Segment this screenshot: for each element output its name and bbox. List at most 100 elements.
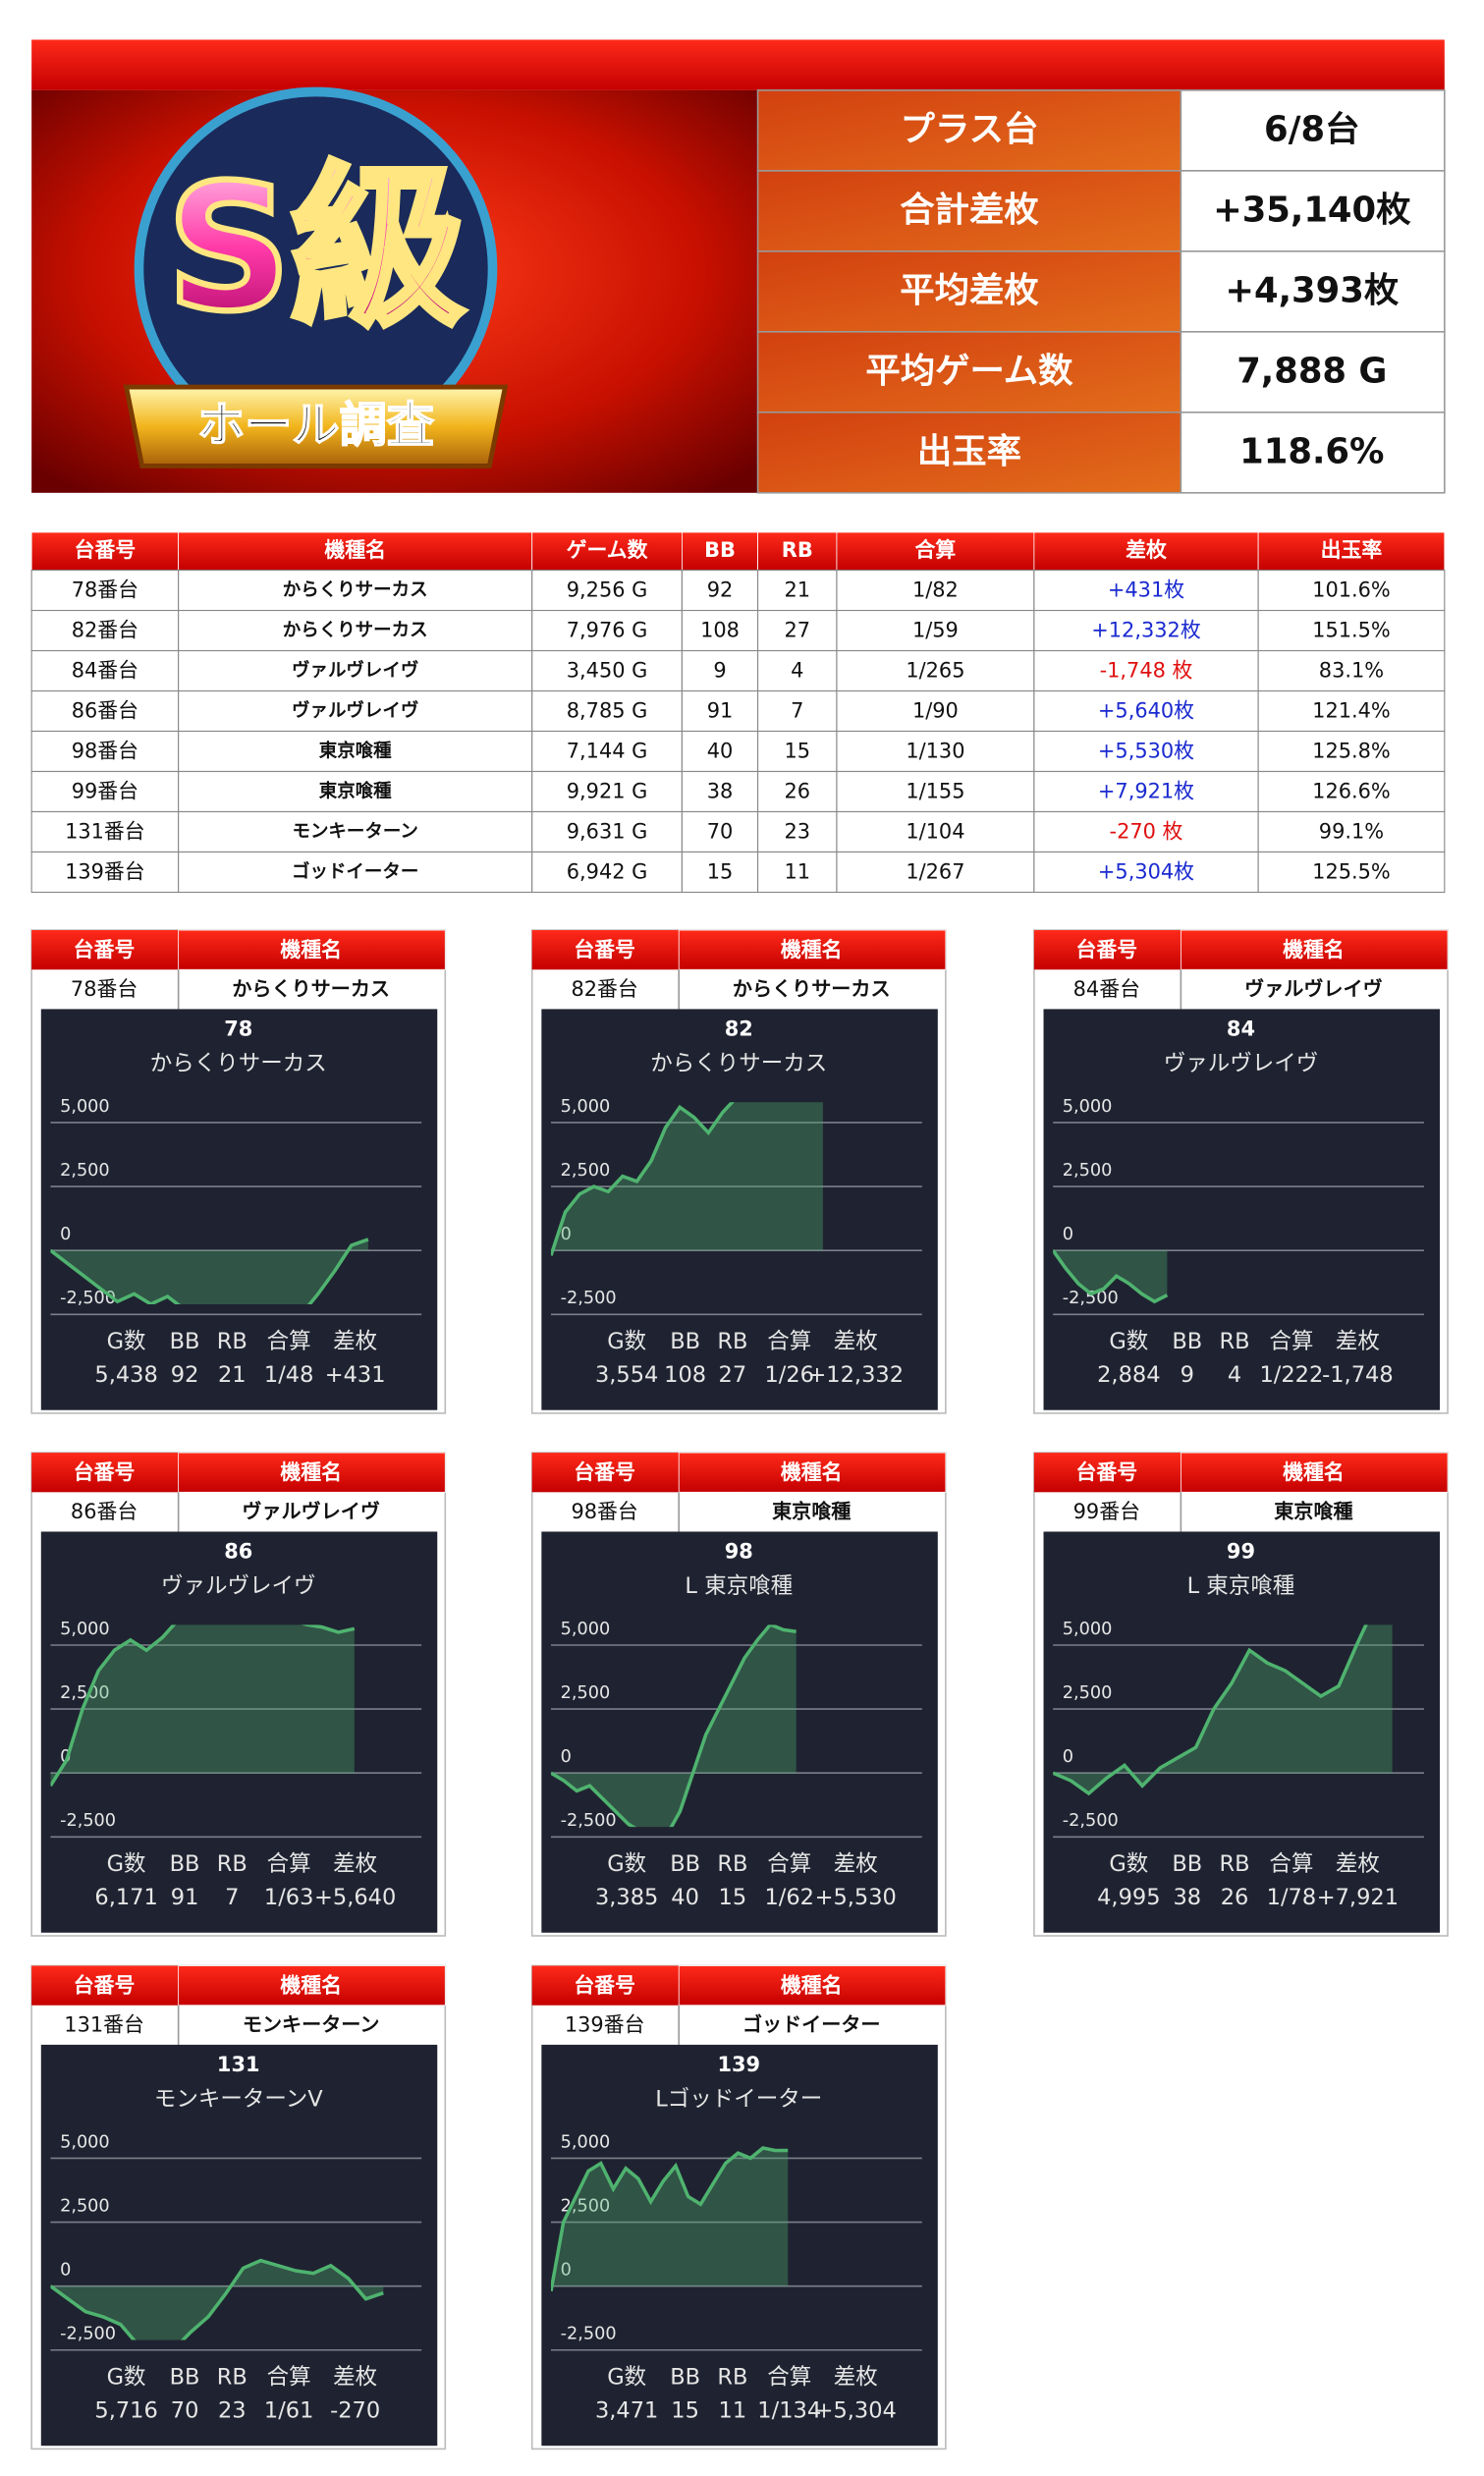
table-text: 1/104 (906, 819, 964, 843)
y-tick-label: 2,500 (561, 1683, 611, 1703)
table-text: 9,921 G (567, 779, 648, 802)
chart-bg (40, 2044, 438, 2447)
panel-id: 86番台 (71, 1500, 137, 1523)
table-text: 92 (707, 578, 734, 601)
stat-label: 差枚 (1336, 1851, 1380, 1877)
panel-model: 東京喰種 (1274, 1500, 1352, 1523)
stat-value: +431 (325, 1362, 386, 1388)
area (550, 1624, 797, 1828)
logo-ribbon (123, 384, 509, 468)
table-cell (1033, 770, 1259, 813)
chart-title: L 東京喰種 (685, 1573, 793, 1599)
panel-head: 台番号 (74, 1973, 136, 1997)
table-text: 99番台 (72, 779, 138, 802)
table-text: ゴッドイーター (292, 860, 418, 882)
stat-label: 合算 (267, 1329, 311, 1354)
table-text: 131番台 (65, 819, 145, 843)
panel-head-cell (531, 1965, 680, 2006)
plot (550, 1102, 823, 1256)
stat-value: 11 (719, 2397, 747, 2423)
panel-id: 131番台 (64, 2013, 144, 2037)
table-cell (836, 649, 1035, 692)
stat-value: +5,530 (815, 1885, 897, 1910)
panel-head-cell (178, 929, 446, 970)
stat-label: RB (717, 1329, 747, 1354)
panel-head: 台番号 (74, 938, 136, 962)
table-text: +431枚 (1108, 578, 1184, 601)
table-cell (1033, 609, 1259, 652)
summary-value: 6/8台 (1264, 110, 1359, 150)
table-text: 1/265 (906, 658, 964, 682)
stat-value: 1/62 (764, 1885, 814, 1910)
stat-label: RB (217, 2365, 247, 2391)
table-cell (531, 810, 683, 853)
line (50, 1238, 369, 1305)
table-text: 7,976 G (567, 618, 648, 641)
y-tick-label: -2,500 (60, 1811, 116, 1831)
panel-head: 機種名 (781, 1460, 843, 1484)
table-cell (30, 851, 180, 894)
panel-head-cell (31, 930, 179, 970)
table-text: 151.5% (1312, 618, 1391, 641)
stat-value: 3,385 (595, 1885, 658, 1910)
y-tick-label: 5,000 (1063, 1620, 1113, 1639)
table-text: 86番台 (72, 698, 138, 722)
panel-head: 台番号 (74, 1460, 136, 1484)
table-cell (531, 851, 683, 894)
stat-label: RB (717, 2365, 747, 2391)
chart-number: 131 (217, 2053, 260, 2076)
stat-value: +12,332 (807, 1362, 904, 1388)
y-tick-label: -2,500 (561, 2325, 617, 2344)
table-text: 27 (784, 618, 810, 641)
panel-head-cell (31, 1965, 179, 2006)
chart-title: ヴァルヴレイヴ (1164, 1051, 1319, 1076)
y-tick-label: 0 (561, 1747, 572, 1767)
table-text: 108 (700, 618, 740, 641)
line (550, 2146, 789, 2292)
stat-label: RB (217, 1851, 247, 1877)
table-cell (836, 689, 1035, 733)
panel-id: 99番台 (1073, 1500, 1140, 1523)
table-text: 121.4% (1312, 698, 1391, 722)
top-bar (31, 39, 1445, 90)
table-cell (30, 689, 180, 733)
panel-head-cell (678, 929, 947, 970)
table-text: 3,450 G (567, 658, 648, 682)
stat-label: 差枚 (333, 1851, 377, 1877)
table-cell (1257, 689, 1446, 733)
table-text: 1/130 (906, 739, 964, 762)
stat-value: 40 (671, 1885, 699, 1910)
summary-label: 合計差枚 (900, 191, 1039, 231)
line (550, 1102, 735, 1256)
table-cell (1257, 730, 1446, 773)
stat-value: 15 (671, 2397, 699, 2423)
table-cell (836, 770, 1035, 813)
stat-value: 6,171 (94, 1885, 157, 1910)
line (1053, 1624, 1368, 1796)
chart-title: からくりサーカス (150, 1051, 327, 1076)
table-text: +5,530枚 (1098, 739, 1194, 762)
panel-head-cell (1180, 929, 1449, 970)
table-header-cell (178, 531, 533, 571)
y-tick-label: 2,500 (60, 1683, 110, 1703)
table-text: 1/82 (912, 578, 959, 601)
stat-label: 合算 (267, 2365, 311, 2391)
table-text: 91 (707, 698, 734, 722)
stat-value: 91 (171, 1885, 199, 1910)
panel-id: 98番台 (571, 1500, 637, 1523)
plot (1053, 1249, 1169, 1304)
stat-label: BB (670, 1851, 700, 1877)
y-tick-label: 0 (60, 1747, 71, 1767)
table-text: 21 (784, 578, 810, 601)
stat-label: BB (1172, 1329, 1202, 1354)
stat-label: BB (170, 1329, 200, 1354)
y-tick-label: 0 (561, 2261, 572, 2281)
table-text: 7,144 G (567, 739, 648, 762)
panel-head: 機種名 (781, 938, 843, 962)
summary-value-cell (1180, 89, 1446, 172)
stat-value: +7,921 (1317, 1885, 1399, 1910)
table-cell (178, 649, 533, 692)
stat-label: G数 (1109, 1329, 1148, 1354)
